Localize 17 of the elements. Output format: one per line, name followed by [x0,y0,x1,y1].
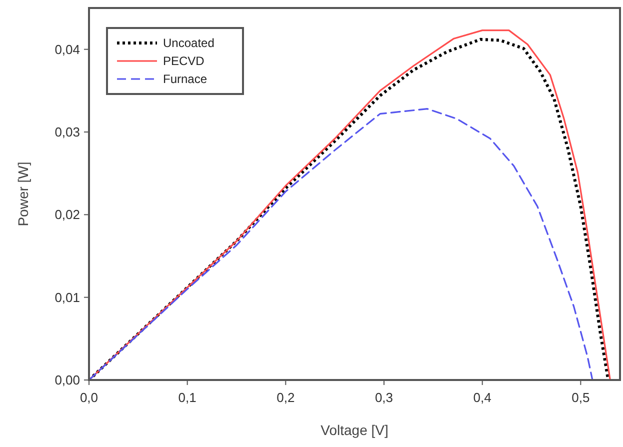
y-tick-label: 0,02 [54,207,80,222]
y-tick-label: 0,00 [54,372,80,388]
x-tick-label: 0,5 [572,390,590,405]
legend-label: Uncoated [163,36,214,50]
x-axis-title: Voltage [V] [320,422,388,438]
x-tick-label: 0,3 [374,390,394,405]
legend-label: PECVD [163,54,205,68]
x-tick-label: 0,0 [80,390,98,405]
x-tick-label: 0,2 [276,390,295,405]
y-tick-label: 0,01 [54,290,80,305]
legend-label: Furnace [163,72,208,86]
line-series [89,108,594,381]
x-tick-label: 0,1 [178,390,196,405]
y-axis-title: Power [W] [15,162,31,226]
y-tick-label: 0,04 [54,42,80,57]
x-tick-label: 0,4 [473,390,492,405]
y-tick-label: 0,03 [54,124,80,140]
